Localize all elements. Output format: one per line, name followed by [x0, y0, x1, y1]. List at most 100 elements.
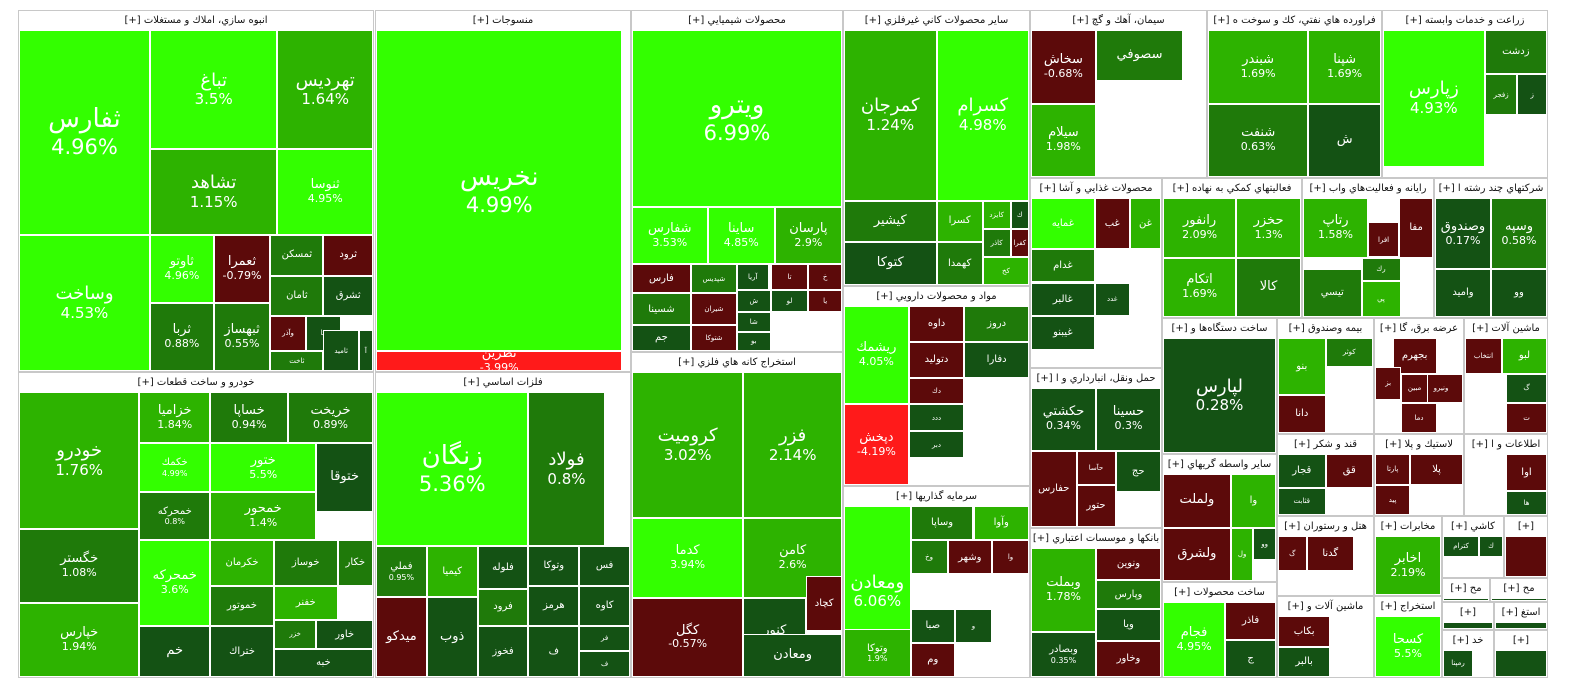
sector-title[interactable]: زراعت و خدمات وابسته [+]	[1383, 11, 1547, 30]
sector-title[interactable]: فلزات اساسي [+]	[376, 373, 630, 392]
stock-tile[interactable]: ولملت	[1163, 474, 1231, 528]
sector-title[interactable]: عرضه برق، گا [+]	[1375, 319, 1463, 338]
stock-tile[interactable]: غمايه	[1031, 198, 1095, 249]
stock-tile[interactable]: پيد	[1375, 484, 1411, 515]
stock-tile[interactable]: كيميا	[426, 545, 478, 598]
stock-tile[interactable]: كروميت 3.02%	[632, 372, 744, 519]
stock-tile[interactable]: كسرا	[936, 200, 983, 242]
stock-tile[interactable]: مبين	[1401, 374, 1428, 403]
sector-title[interactable]: ساير واسطه گريهاي [+]	[1163, 455, 1276, 474]
sector-title[interactable]: مواد و محصولات دارويي [+]	[844, 287, 1029, 306]
stock-tile[interactable]	[1443, 598, 1489, 601]
stock-tile[interactable]: ويا	[1096, 608, 1161, 641]
stock-tile[interactable]: ت	[1506, 402, 1547, 433]
stock-tile[interactable]: غن	[1129, 198, 1161, 249]
stock-tile[interactable]: گ	[1278, 536, 1307, 572]
stock-tile[interactable]: ريشمك 4.05%	[844, 306, 909, 405]
stock-tile[interactable]: فاذر	[1225, 602, 1276, 640]
stock-tile[interactable]: واميد	[1435, 269, 1491, 317]
sector-title[interactable]: فعاليتهاي كمكي به نهاده [+]	[1163, 179, 1301, 198]
sector-title[interactable]: اطلاعات و ا [+]	[1465, 435, 1547, 454]
stock-tile[interactable]: وشهر	[947, 540, 992, 575]
stock-tile[interactable]: شتوكا	[690, 325, 737, 351]
sector-title[interactable]: بانكها و موسسات اعتباري [+]	[1031, 529, 1161, 548]
stock-tile[interactable]: پارسان 2.9%	[774, 206, 842, 265]
stock-tile[interactable]: قجار	[1278, 454, 1326, 488]
sector-title[interactable]: استغ [+]	[1495, 603, 1547, 622]
stock-tile[interactable]: ثعمرا -0.79%	[213, 234, 271, 303]
stock-tile[interactable]: خودرو 1.76%	[19, 392, 140, 529]
stock-tile[interactable]: ثاميد	[323, 330, 359, 371]
stock-tile[interactable]: سصوفي	[1095, 30, 1184, 82]
stock-tile[interactable]: سيلام 1.98%	[1031, 103, 1096, 177]
stock-tile[interactable]: خوساز	[273, 540, 338, 586]
stock-tile[interactable]: مفا	[1399, 198, 1433, 258]
stock-tile[interactable]: ثفارس 4.96%	[19, 30, 150, 235]
stock-tile[interactable]: شفارس 3.53%	[632, 206, 708, 265]
stock-tile[interactable]: ش	[737, 290, 771, 313]
stock-tile[interactable]: وخ	[910, 540, 948, 575]
stock-tile[interactable]: دانا	[1278, 395, 1326, 433]
stock-tile[interactable]: وو	[1253, 527, 1276, 560]
sector-title[interactable]: ساير محصولات كاني غيرفلزي [+]	[844, 11, 1029, 30]
stock-tile[interactable]: دك	[908, 377, 965, 405]
stock-tile[interactable]: رك	[1361, 257, 1401, 282]
stock-tile[interactable]: خزاميا 1.84%	[139, 392, 211, 444]
stock-tile[interactable]: ويترو 6.99%	[632, 30, 842, 207]
stock-tile[interactable]: فملي 0.95%	[376, 545, 427, 598]
stock-tile[interactable]: وبصادر 0.35%	[1031, 631, 1096, 677]
stock-tile[interactable]: ك	[1479, 536, 1503, 557]
stock-tile[interactable]: فر	[579, 625, 630, 652]
sector-title[interactable]: مح [+]	[1491, 579, 1547, 598]
stock-tile[interactable]: كاذر	[982, 228, 1011, 257]
stock-tile[interactable]: فلوله	[477, 545, 529, 589]
stock-tile[interactable]	[1495, 650, 1547, 677]
stock-tile[interactable]: ومعادن	[743, 634, 842, 677]
stock-tile[interactable]: شا	[737, 312, 771, 332]
stock-tile[interactable]: غدد	[1094, 282, 1130, 317]
stock-tile[interactable]: وآوا	[973, 506, 1029, 541]
stock-tile[interactable]: فارس	[632, 264, 691, 294]
stock-tile[interactable]: خساپا 0.94%	[210, 392, 289, 444]
stock-tile[interactable]: اوا	[1506, 454, 1547, 491]
stock-tile[interactable]: كايزد	[982, 200, 1011, 229]
sector-title[interactable]: شركتهاي چند رشته ا [+]	[1435, 179, 1547, 198]
stock-tile[interactable]: خزر	[273, 620, 317, 649]
sector-title[interactable]: ساخت محصولات [+]	[1163, 583, 1276, 602]
stock-tile[interactable]: فرود	[477, 588, 529, 626]
sector-title[interactable]: ماشين آلات [+]	[1465, 319, 1547, 338]
stock-tile[interactable]: ولشرق	[1163, 527, 1231, 581]
stock-tile[interactable]: ثبهساز 0.55%	[213, 302, 271, 371]
sector-title[interactable]: كاشي [+]	[1443, 517, 1503, 536]
stock-tile[interactable]: لو	[770, 290, 809, 313]
stock-tile[interactable]: بز	[1375, 366, 1402, 400]
sector-title[interactable]: لاستيك و پلا [+]	[1375, 435, 1463, 454]
stock-tile[interactable]: زنگان 5.36%	[376, 392, 529, 546]
stock-tile[interactable]: صبا	[910, 608, 955, 643]
stock-tile[interactable]: ختور 5.5%	[210, 443, 317, 492]
stock-tile[interactable]: حتور	[1076, 485, 1116, 527]
stock-tile[interactable]: كمرجان 1.24%	[844, 30, 937, 201]
stock-tile[interactable]: داوه	[908, 306, 965, 342]
stock-tile[interactable]: بالبر	[1278, 646, 1331, 677]
stock-tile[interactable]: دتوليد	[908, 341, 965, 378]
stock-tile[interactable]: پلا	[1410, 454, 1463, 485]
stock-tile[interactable]: گ	[1506, 374, 1547, 403]
stock-tile[interactable]: وبملت 1.78%	[1031, 548, 1096, 632]
stock-tile[interactable]: پي	[1361, 281, 1401, 317]
stock-tile[interactable]: وو	[1491, 269, 1547, 317]
stock-tile[interactable]: ميدكو	[376, 597, 427, 677]
sector-title[interactable]: استخراج [+]	[1375, 597, 1441, 616]
stock-tile[interactable]: تشاهد 1.15%	[149, 149, 278, 235]
stock-tile[interactable]: شسينا	[632, 293, 691, 326]
stock-tile[interactable]: خگستر 1.08%	[19, 528, 140, 603]
stock-tile[interactable]: دبر	[908, 431, 965, 459]
stock-tile[interactable]: كترام	[1443, 536, 1479, 557]
stock-tile[interactable]: غب	[1094, 198, 1130, 249]
stock-tile[interactable]: خبه	[273, 648, 373, 677]
stock-tile[interactable]: ثشرق	[323, 275, 373, 317]
stock-tile[interactable]: وتوكا 1.9%	[844, 629, 911, 677]
stock-tile[interactable]: افرا	[1368, 221, 1400, 258]
stock-tile[interactable]: تهرديس 1.64%	[277, 30, 373, 150]
stock-tile[interactable]: ف	[579, 651, 630, 677]
